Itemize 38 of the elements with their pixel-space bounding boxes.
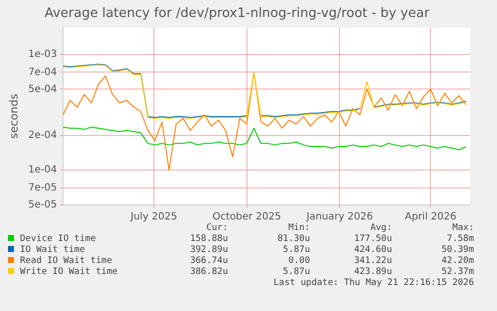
text: 158.88u <box>189 234 229 245</box>
text: Avg: <box>369 223 393 234</box>
text: 5.87u <box>282 267 311 278</box>
y-tick-label: 7e-05 <box>28 182 58 194</box>
x-tick-label: October 2025 <box>212 212 282 223</box>
text: 424.60u <box>353 245 393 256</box>
text: 5.87u <box>282 245 311 256</box>
text: 81.30u <box>276 234 311 245</box>
text: 42.20m <box>440 256 474 267</box>
text: 423.89u <box>353 267 393 278</box>
y-tick-label: 5e-05 <box>28 200 58 211</box>
legend-label: Write IO Wait time <box>19 267 119 278</box>
y-tick-label: 1e-04 <box>28 164 58 176</box>
text: 52.37m <box>440 267 474 278</box>
text: Min: <box>287 223 311 234</box>
text: Last update: Thu May 21 22:16:15 2026 <box>272 278 474 289</box>
text: 392.89u <box>189 245 229 256</box>
text: 0.00 <box>287 256 311 267</box>
text: 7.58m <box>446 234 474 245</box>
legend-label: Device IO time <box>19 234 97 245</box>
text: 386.82u <box>189 267 229 278</box>
text: Max: <box>451 223 474 234</box>
x-tick-label: April 2026 <box>404 212 456 223</box>
y-tick-label: 1e-03 <box>28 48 58 60</box>
y-axis-title: seconds <box>7 94 20 139</box>
x-tick-label: July 2025 <box>130 212 178 223</box>
y-tick-label: 2e-04 <box>28 130 58 141</box>
x-tick-label: January 2026 <box>305 212 374 223</box>
chart-title: Average latency for /dev/prox1-nlnog-ring-vg/root - by year <box>44 6 430 22</box>
y-tick-label: 7e-04 <box>28 66 58 78</box>
text: 50.39m <box>440 245 474 256</box>
legend-label: IO Wait time <box>19 245 86 256</box>
text: Cur: <box>205 223 229 234</box>
text: 366.74u <box>189 256 229 267</box>
y-tick-label: 5e-04 <box>28 84 58 95</box>
text: 177.50u <box>353 234 393 245</box>
legend-label: Read IO Wait time <box>19 256 114 267</box>
text: 341.22u <box>353 256 393 267</box>
